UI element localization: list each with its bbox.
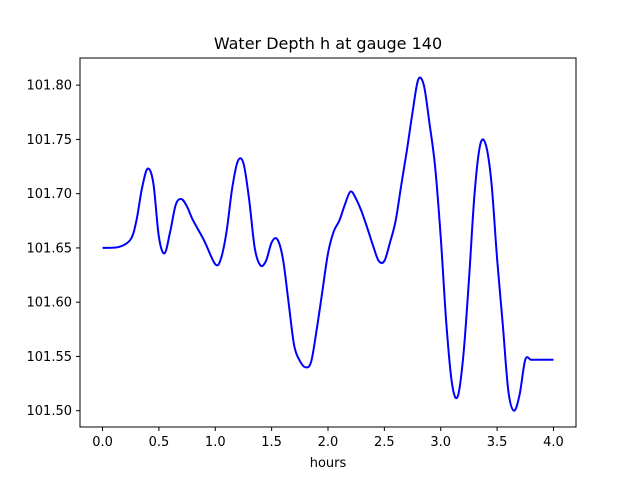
y-tick-label: 101.80: [27, 79, 73, 94]
y-tick-label: 101.70: [27, 187, 73, 202]
x-axis: 0.0 0.5 1.0 1.5 2.0 2.5 3.0 3.5 4.0: [92, 427, 564, 450]
x-tick-label: 1.5: [261, 435, 282, 450]
x-tick-label: 0.0: [92, 435, 113, 450]
x-tick-label: 0.5: [149, 435, 170, 450]
y-axis: 101.50 101.55 101.60 101.65 101.70 101.75 101.…: [27, 79, 80, 419]
y-tick-label: 101.50: [27, 404, 73, 419]
plot-area: [102, 76, 554, 412]
y-tick-label: 101.55: [27, 350, 73, 365]
x-tick-label: 1.0: [205, 435, 226, 450]
y-tick-label: 101.75: [27, 133, 73, 148]
chart-title: Water Depth h at gauge 140: [214, 34, 442, 53]
x-tick-label: 4.0: [543, 435, 564, 450]
x-tick-label: 2.5: [374, 435, 395, 450]
x-tick-label: 3.0: [430, 435, 451, 450]
y-tick-label: 101.60: [27, 296, 73, 311]
x-tick-label: 2.0: [318, 435, 339, 450]
y-tick-label: 101.65: [27, 241, 73, 256]
axes-frame: [79, 57, 577, 428]
x-axis-label: hours: [310, 456, 347, 471]
x-tick-label: 3.5: [487, 435, 508, 450]
series-line-0: [102, 76, 554, 412]
